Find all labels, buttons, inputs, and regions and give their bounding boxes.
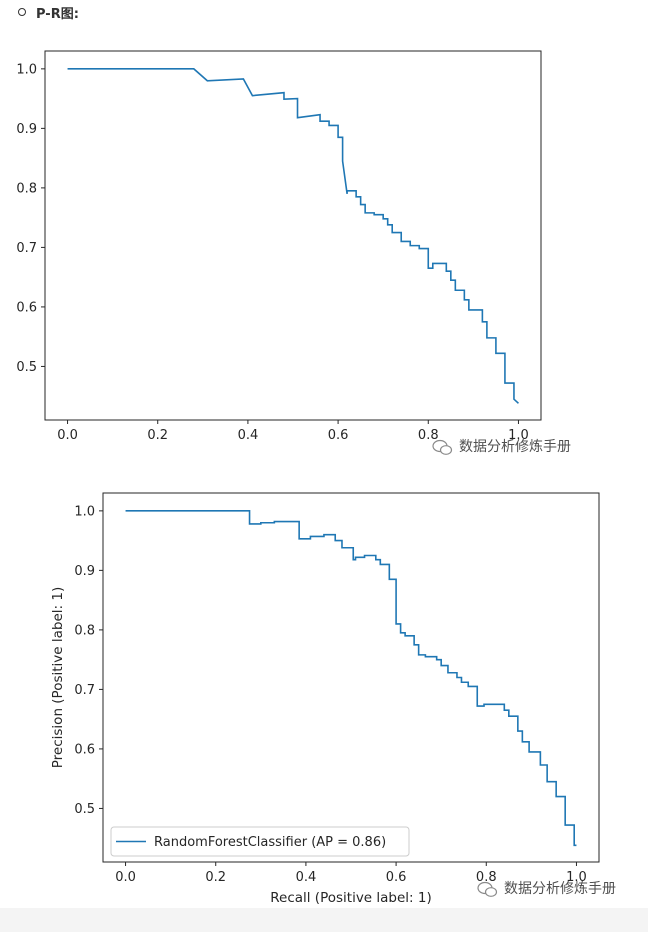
y-tick-label: 0.9 (74, 564, 95, 579)
y-tick-label: 0.7 (16, 241, 37, 256)
watermark-text: 数据分析修炼手册 (459, 439, 571, 455)
x-tick-label: 0.6 (386, 870, 407, 885)
x-tick-label: 1.0 (508, 428, 529, 443)
wechat-icon (432, 439, 453, 455)
y-tick-label: 0.9 (16, 122, 37, 137)
chart-bottom: 0.0 0.2 0.4 0.6 0.8 1.0 0.5 0.6 0.7 0.8 0.9 1.0 Rec… (50, 492, 616, 906)
x-tick-label: 0.4 (296, 870, 317, 885)
legend-label: RandomForestClassifier (AP = 0.86) (154, 835, 386, 850)
y-tick-label: 1.0 (74, 504, 95, 519)
wechat-icon (477, 881, 498, 897)
chart-bottom-watermark: 数据分析修炼手册 (477, 881, 616, 897)
y-tick-label: 0.5 (74, 802, 95, 817)
chart-bottom-plot-frame (102, 492, 600, 863)
section-heading: P-R图: (18, 3, 79, 22)
y-tick-label: 0.8 (16, 181, 37, 196)
chart-top-plot-frame (44, 50, 542, 421)
bottom-strip (0, 908, 648, 932)
legend: RandomForestClassifier (AP = 0.86) (110, 826, 410, 857)
x-tick-label: 0.0 (57, 428, 78, 443)
x-tick-label: 1.0 (566, 870, 587, 885)
chart-bottom-pr-line (125, 510, 577, 847)
chart-top: 0.0 0.2 0.4 0.6 0.8 1.0 0.5 0.6 0.7 0.8 0.9 1.0 数据分… (16, 50, 571, 455)
x-tick-label: 0.8 (476, 870, 497, 885)
legend-box (110, 826, 410, 857)
x-tick-label: 0.0 (115, 870, 136, 885)
y-tick-label: 0.7 (74, 683, 95, 698)
y-tick-label: 0.5 (16, 360, 37, 375)
circle-bullet-icon (18, 8, 26, 16)
y-tick-label: 0.8 (74, 623, 95, 638)
chart-top-ticks: 0.0 0.2 0.4 0.6 0.8 1.0 0.5 0.6 0.7 0.8 0.9 1.0 (16, 62, 528, 443)
watermark-text: 数据分析修炼手册 (504, 881, 616, 897)
x-tick-label: 0.6 (328, 428, 349, 443)
chart-top-pr-line (67, 68, 519, 404)
y-axis-label: Precision (Positive label: 1) (50, 587, 66, 768)
y-tick-label: 1.0 (16, 62, 37, 77)
section-heading-text: P-R图: (36, 6, 79, 22)
y-tick-label: 0.6 (16, 300, 37, 315)
chart-top-watermark: 数据分析修炼手册 (432, 439, 571, 455)
y-tick-label: 0.6 (74, 742, 95, 757)
chart-bottom-ticks: 0.0 0.2 0.4 0.6 0.8 1.0 0.5 0.6 0.7 0.8 0.9 1.0 (74, 504, 586, 885)
x-axis-label: Recall (Positive label: 1) (270, 890, 432, 906)
x-tick-label: 0.2 (205, 870, 226, 885)
x-tick-label: 0.4 (238, 428, 259, 443)
x-tick-label: 0.2 (147, 428, 168, 443)
x-tick-label: 0.8 (418, 428, 439, 443)
